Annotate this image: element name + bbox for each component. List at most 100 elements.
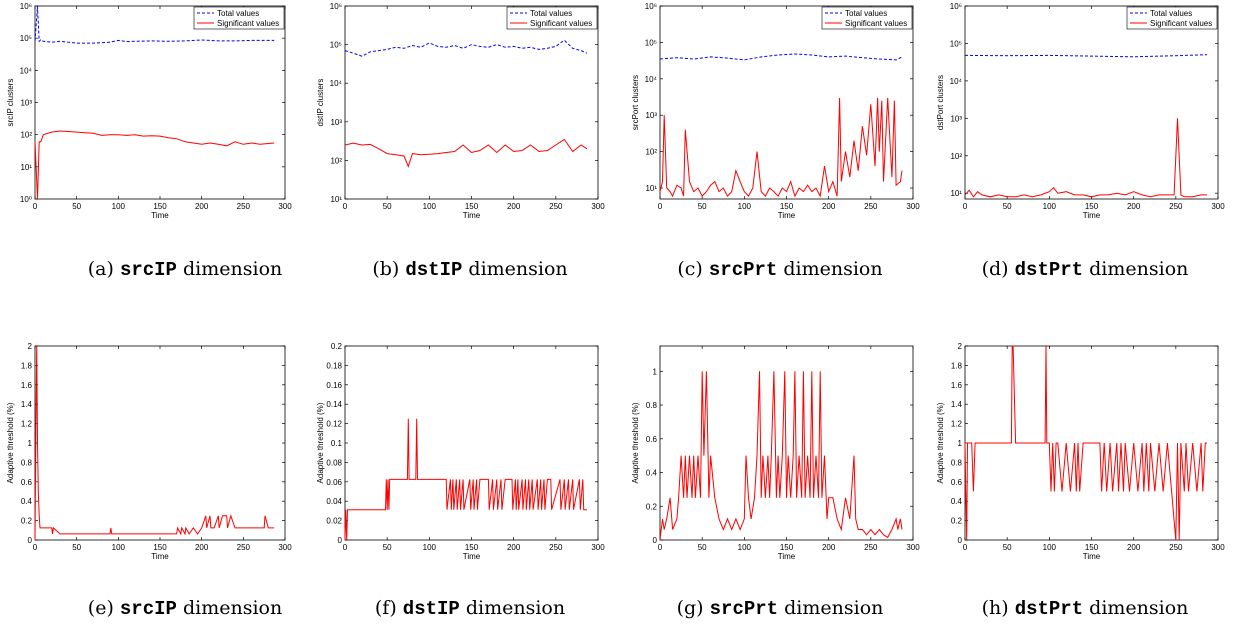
y-tick-label: 0 xyxy=(338,536,343,545)
x-tick-label: 300 xyxy=(278,543,292,552)
y-tick-label: 10¹ xyxy=(330,195,342,204)
x-tick-label: 250 xyxy=(237,202,251,211)
x-tick-label: 200 xyxy=(507,543,521,552)
legend-box xyxy=(1126,6,1218,30)
legend-box xyxy=(506,6,598,30)
caption-a: (a) srcIP dimension xyxy=(35,258,335,281)
x-tick-label: 200 xyxy=(1127,543,1141,552)
series-line xyxy=(659,53,903,61)
y-tick-label: 10⁰ xyxy=(20,195,32,204)
y-tick-label: 10⁴ xyxy=(950,77,963,86)
x-tick-label: 0 xyxy=(658,543,663,552)
y-tick-label: 10⁴ xyxy=(20,66,33,75)
x-tick-label: 250 xyxy=(1169,202,1183,211)
series-line xyxy=(344,39,588,57)
caption-dim: dstPrt xyxy=(1014,259,1084,281)
x-tick-label: 50 xyxy=(1003,543,1012,552)
plot-frame xyxy=(344,5,599,200)
x-axis-label: Time xyxy=(778,211,796,220)
caption-d: (d) dstPrt dimension xyxy=(935,258,1235,281)
y-axis-label: Adaptive threshold (%) xyxy=(316,402,325,483)
caption-c: (c) srcPrt dimension xyxy=(630,258,930,281)
x-tick-label: 100 xyxy=(1043,202,1057,211)
y-tick-label: 0.4 xyxy=(646,469,658,478)
x-tick-label: 50 xyxy=(72,202,81,211)
legend-label: Total values xyxy=(530,9,572,18)
series-line xyxy=(34,130,275,200)
caption-letter: (h) xyxy=(981,597,1009,619)
y-tick-label: 10⁶ xyxy=(330,2,342,11)
x-tick-label: 100 xyxy=(738,202,752,211)
plot-frame xyxy=(344,345,599,541)
plot-frame xyxy=(34,5,286,200)
legend-box xyxy=(821,6,913,30)
y-tick-label: 10⁵ xyxy=(645,38,657,47)
x-tick-label: 0 xyxy=(33,202,38,211)
legend-label: Significant values xyxy=(845,19,907,28)
x-tick-label: 150 xyxy=(780,543,794,552)
x-tick-label: 300 xyxy=(1211,543,1225,552)
y-tick-label: 0.6 xyxy=(951,478,963,487)
x-tick-label: 300 xyxy=(591,202,605,211)
x-tick-label: 0 xyxy=(963,543,968,552)
legend-label: Total values xyxy=(1150,9,1192,18)
x-tick-label: 200 xyxy=(507,202,521,211)
caption-g: (g) srcPrt dimension xyxy=(630,597,930,620)
series-line xyxy=(344,138,588,168)
y-tick-label: 1 xyxy=(958,439,963,448)
y-tick-label: 1.6 xyxy=(21,381,33,390)
y-tick-label: 1.2 xyxy=(951,420,963,429)
y-tick-label: 0.16 xyxy=(326,381,342,390)
caption-word: dimension xyxy=(182,597,283,619)
y-tick-label: 10⁵ xyxy=(20,34,32,43)
y-tick-label: 2 xyxy=(28,342,33,351)
x-tick-label: 0 xyxy=(343,202,348,211)
y-tick-label: 10³ xyxy=(330,118,342,127)
caption-e: (e) srcIP dimension xyxy=(35,597,335,620)
y-tick-label: 1.4 xyxy=(951,400,963,409)
caption-f: (f) dstIP dimension xyxy=(320,597,620,620)
y-tick-label: 0 xyxy=(28,536,33,545)
y-tick-label: 0.02 xyxy=(326,517,342,526)
x-tick-label: 100 xyxy=(738,543,752,552)
caption-h: (h) dstPrt dimension xyxy=(935,597,1235,620)
y-tick-label: 10² xyxy=(950,152,962,161)
y-tick-label: 0.8 xyxy=(646,401,658,410)
y-axis-label: dstIP clusters xyxy=(316,79,325,127)
y-tick-label: 0.14 xyxy=(326,400,342,409)
series-line xyxy=(659,97,903,198)
x-tick-label: 100 xyxy=(1043,543,1057,552)
caption-letter: (a) xyxy=(87,258,114,280)
chart-e: 0 50 100 150 200 250 300 0 0.2 0.4 0.6 0.8 1 1.2 1.4 1.… xyxy=(6,342,292,561)
x-tick-label: 100 xyxy=(112,202,126,211)
y-tick-label: 1.8 xyxy=(951,361,963,370)
x-tick-label: 0 xyxy=(343,543,348,552)
x-tick-label: 150 xyxy=(780,202,794,211)
caption-dim: srcIP xyxy=(119,598,177,620)
legend-label: Significant values xyxy=(217,19,279,28)
x-tick-label: 250 xyxy=(864,202,878,211)
y-tick-label: 10⁶ xyxy=(645,2,657,11)
y-tick-label: 0.8 xyxy=(951,458,963,467)
x-tick-label: 300 xyxy=(906,543,920,552)
series-line xyxy=(964,54,1208,58)
y-tick-label: 0.08 xyxy=(326,458,342,467)
chart-b: 0 50 100 150 200 250 300 10¹ 10² 10³ 10⁴ 10⁵ 10⁶ Time… xyxy=(316,2,605,220)
x-tick-label: 250 xyxy=(864,543,878,552)
y-tick-label: 0.6 xyxy=(646,435,658,444)
x-tick-label: 50 xyxy=(1003,202,1012,211)
caption-word: dimension xyxy=(465,597,566,619)
y-tick-label: 10⁴ xyxy=(330,79,343,88)
legend-label: Significant values xyxy=(1150,19,1212,28)
caption-letter: (f) xyxy=(374,597,397,619)
caption-word: dimension xyxy=(784,597,884,619)
x-tick-label: 50 xyxy=(383,543,392,552)
caption-letter: (d) xyxy=(981,258,1009,280)
y-tick-label: 0.12 xyxy=(326,420,342,429)
caption-word: dimension xyxy=(1089,597,1189,619)
x-tick-label: 0 xyxy=(658,202,663,211)
chart-a: 0 50 100 150 200 250 300 10⁰ 10¹ 10² 10³ 10⁴ 10⁵ 10⁶ T… xyxy=(6,2,292,220)
y-tick-label: 1.6 xyxy=(951,381,963,390)
chart-h: 0 50 100 150 200 250 300 0 0.2 0.4 0.6 0.8 1 1.2 1.4 1.… xyxy=(936,342,1225,561)
x-tick-label: 100 xyxy=(423,202,437,211)
